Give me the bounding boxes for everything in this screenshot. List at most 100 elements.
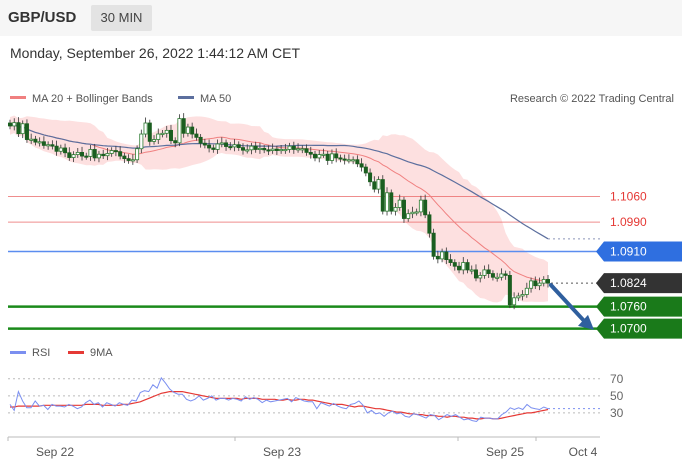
support-level-1.0760-tag [596, 296, 682, 317]
last-price-tag-label: 1.0824 [610, 276, 647, 290]
rsi-tick-70: 70 [610, 372, 624, 386]
candle-body [490, 273, 495, 278]
candle-body [279, 149, 284, 152]
candle-body [29, 138, 34, 141]
candle-body [486, 269, 491, 274]
rsi-legend-swatch [10, 351, 26, 354]
candle-body [101, 153, 106, 157]
candle-body [236, 144, 241, 149]
x-axis: Sep 22 Sep 23 Sep 25 Oct 4 [7, 437, 598, 459]
x-tick-label: Oct 4 [569, 445, 598, 459]
candle-body [287, 145, 292, 150]
candle-body [418, 199, 423, 213]
candle-body [207, 144, 212, 149]
candle-body [291, 145, 296, 150]
ma20-legend-label: MA 20 + Bollinger Bands [32, 93, 153, 105]
candle-body [376, 179, 381, 190]
candle-body [338, 157, 343, 160]
ma9-legend-label: 9MA [90, 347, 113, 359]
candle-body [96, 153, 101, 159]
candle-body [512, 297, 517, 306]
candle-body [118, 151, 123, 157]
candle-body [143, 122, 148, 135]
candle-body [499, 273, 504, 278]
candle-body [410, 211, 415, 215]
candle-body [50, 144, 55, 147]
candle-body [224, 142, 229, 147]
candle-body [130, 159, 135, 162]
candle-body [177, 118, 182, 144]
candle-body [317, 154, 322, 159]
candle-body [92, 149, 97, 159]
ma9-legend-swatch [68, 351, 84, 354]
timeframe-button[interactable]: 30 MIN [91, 5, 152, 31]
support-level-1.0700-tag [596, 318, 682, 339]
candle-body [240, 147, 245, 151]
candle-body [37, 141, 42, 144]
candle-body [181, 118, 186, 134]
support-level-1.0760-tag-label: 1.0760 [610, 300, 647, 314]
candle-body [355, 159, 360, 165]
candle-body [262, 147, 267, 151]
level-label-1.1060: 1.1060 [610, 189, 647, 203]
candle-body [24, 123, 29, 140]
candle-body [546, 279, 551, 284]
candle-body [452, 262, 457, 267]
rsi-line [9, 376, 549, 423]
candle-body [245, 149, 250, 152]
candle-body [397, 199, 402, 208]
candle-body [283, 149, 288, 152]
rsi-layer: 70 50 30 [8, 372, 624, 423]
candle-body [478, 275, 483, 279]
candle-body [427, 214, 432, 234]
credit-label: Research © 2022 Trading Central [510, 93, 674, 105]
candle-body [389, 192, 394, 212]
candle-body [80, 151, 85, 157]
candle-body [54, 145, 59, 152]
candle-body [448, 259, 453, 263]
header-bar: GBP/USD 30 MIN [0, 0, 682, 36]
candles-layer: 1.1060 1.0990 1.0910 1.0760 1.0700 1.0824 [7, 113, 682, 339]
candle-body [88, 149, 93, 157]
pivot-level-1.0910-tag [596, 241, 682, 262]
candle-body [190, 126, 195, 135]
candle-body [393, 207, 398, 212]
candle-body [321, 153, 326, 156]
forecast-arrow-head [578, 314, 594, 330]
candle-body [296, 148, 301, 151]
candle-body [215, 143, 220, 150]
candle-body [524, 287, 529, 295]
candle-body [58, 147, 63, 152]
candle-body [266, 149, 271, 152]
candle-body [219, 142, 224, 145]
candle-body [135, 148, 140, 161]
candle-body [198, 136, 203, 144]
forecast-arrow [549, 283, 586, 323]
candle-body [7, 122, 12, 127]
candle-body [351, 159, 356, 162]
candle-body [300, 148, 305, 151]
candle-body [469, 269, 474, 272]
candle-body [113, 150, 118, 153]
candle-body [249, 145, 254, 151]
rsi-tick-50: 50 [610, 389, 624, 403]
candle-body [164, 129, 169, 134]
candle-body [329, 153, 334, 161]
x-tick-label: Sep 22 [36, 445, 74, 459]
candle-body [194, 133, 199, 138]
candle-body [516, 295, 521, 299]
candle-body [495, 276, 500, 279]
datetime-label: Monday, September 26, 2022 1:44:12 AM CE… [10, 45, 301, 61]
last-price-tag [596, 273, 682, 294]
candle-body [465, 262, 470, 271]
candle-body [257, 147, 262, 150]
candle-body [173, 140, 178, 144]
candle-body [160, 132, 165, 135]
symbol-label: GBP/USD [8, 9, 77, 26]
ma50-line [9, 123, 549, 240]
candle-body [71, 154, 76, 158]
candle-body [529, 280, 534, 289]
candle-body [33, 138, 38, 143]
candle-body [232, 144, 237, 148]
candle-body [435, 255, 440, 260]
